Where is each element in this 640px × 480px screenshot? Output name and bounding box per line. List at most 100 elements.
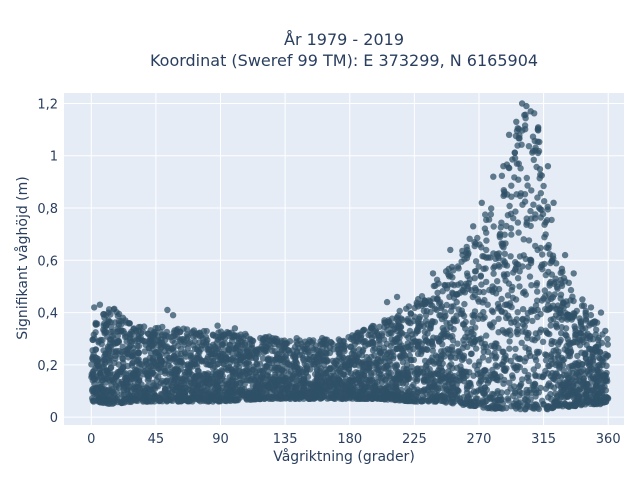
data-point (408, 363, 415, 370)
data-point (421, 334, 429, 341)
data-point (190, 379, 198, 386)
data-point (481, 296, 488, 304)
data-point (157, 379, 165, 386)
data-point (511, 174, 518, 181)
data-point (149, 390, 156, 397)
data-point (432, 352, 440, 359)
data-point (495, 250, 503, 257)
data-point (178, 359, 186, 366)
data-point (226, 388, 233, 395)
data-point (163, 328, 171, 336)
data-point (482, 367, 489, 374)
data-point (198, 358, 205, 365)
data-point (558, 280, 565, 287)
data-point (483, 246, 490, 254)
data-point (276, 376, 283, 384)
data-point (90, 331, 98, 338)
data-point (534, 126, 541, 133)
data-point (519, 321, 527, 328)
data-point (506, 300, 514, 307)
data-point (171, 369, 178, 376)
data-point (476, 288, 483, 296)
data-point (539, 266, 546, 273)
data-point (161, 388, 168, 395)
data-point (234, 342, 241, 350)
data-point (574, 352, 581, 360)
data-point (411, 396, 418, 403)
data-point (454, 340, 461, 347)
data-point (453, 317, 460, 324)
data-point (587, 304, 595, 311)
data-point (530, 156, 537, 163)
data-point (414, 342, 421, 350)
data-point (542, 231, 549, 238)
data-point (424, 387, 431, 394)
data-point (557, 291, 565, 298)
data-point (527, 352, 534, 359)
data-point (106, 346, 113, 353)
data-point (468, 350, 475, 357)
data-point (509, 156, 516, 163)
data-point (523, 215, 530, 222)
data-point (336, 377, 343, 384)
data-point (438, 303, 446, 310)
data-point (417, 387, 424, 395)
data-point (247, 376, 254, 384)
data-point (208, 358, 215, 365)
data-point (433, 370, 440, 377)
data-point (542, 219, 549, 226)
data-point (507, 225, 515, 232)
data-point (464, 283, 471, 290)
data-point (500, 163, 507, 170)
data-point (557, 336, 564, 344)
data-point (362, 337, 369, 345)
data-point (538, 172, 545, 179)
data-point (426, 366, 433, 373)
data-point (580, 302, 588, 309)
data-point (514, 275, 522, 282)
data-point (553, 320, 560, 328)
data-point (421, 357, 429, 365)
data-point (531, 337, 538, 344)
data-point (144, 376, 152, 384)
data-point (506, 379, 513, 386)
data-point (177, 376, 184, 384)
data-point (244, 354, 251, 361)
y-tick-label: 0,2 (37, 359, 58, 374)
data-point (495, 315, 502, 322)
data-point (269, 395, 276, 402)
data-point (353, 332, 360, 339)
data-point (466, 358, 473, 365)
data-point (504, 191, 511, 198)
data-point (443, 319, 450, 327)
data-point (481, 340, 489, 348)
data-point (229, 370, 237, 378)
data-point (461, 256, 468, 263)
data-point (477, 373, 484, 380)
data-point (257, 374, 265, 381)
data-point (428, 340, 436, 347)
data-point (89, 347, 96, 354)
data-point (217, 398, 224, 405)
data-point (326, 344, 334, 351)
data-point (103, 322, 110, 329)
data-point (392, 365, 399, 372)
data-point (459, 321, 467, 328)
data-point (204, 378, 211, 385)
data-point (477, 312, 484, 319)
data-point (149, 331, 157, 338)
data-point (494, 363, 501, 370)
data-point (404, 371, 412, 378)
data-point (128, 375, 135, 382)
data-point (494, 300, 502, 308)
data-point (526, 256, 534, 264)
data-point (544, 206, 552, 213)
data-point (498, 295, 505, 303)
data-point (204, 370, 212, 377)
data-point (539, 338, 547, 345)
data-point (539, 251, 546, 258)
data-point (515, 229, 522, 236)
data-point (542, 292, 549, 299)
data-point (208, 350, 216, 357)
data-point (519, 376, 526, 383)
